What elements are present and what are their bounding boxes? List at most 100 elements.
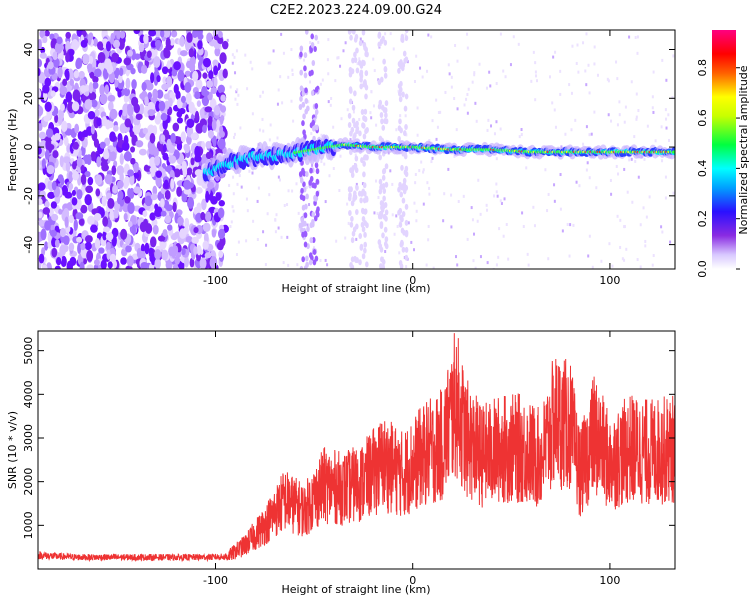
spectrogram-cell [87, 215, 95, 225]
spectrogram-cell [213, 65, 219, 76]
spectrogram-cell [157, 235, 166, 242]
spectrogram-cell [129, 131, 135, 138]
spectrogram-cell [373, 69, 376, 73]
spectrogram-cell [572, 223, 575, 227]
spectrogram-cell [109, 108, 118, 120]
spectrogram-cell [338, 189, 341, 193]
spectrogram-cell [145, 223, 153, 234]
spectrogram-cell [94, 238, 101, 250]
snr-ticks: -100 0 100 1000 2000 3000 4000 5000 [22, 331, 675, 587]
spectrogram-cell [430, 35, 433, 39]
spectrogram-cell [86, 264, 94, 269]
spectrogram-cell [391, 213, 394, 217]
spectrogram-cell [177, 216, 184, 226]
spectrogram-cell [216, 242, 224, 251]
spectrogram-cell [80, 39, 88, 48]
spectrogram-frame [37, 29, 676, 270]
spectrogram-cell [314, 162, 319, 169]
spectrogram-cell [486, 261, 489, 265]
spectrogram-cell [633, 135, 636, 139]
spectrogram-cell [450, 193, 453, 197]
spectrogram-cell [607, 113, 610, 117]
spectrogram-cell [156, 75, 161, 83]
spectrogram-cell [131, 79, 137, 90]
spectrogram-cell [606, 77, 609, 81]
spectrogram-cell [347, 221, 350, 225]
spectrogram-cell [202, 124, 207, 134]
spectrogram-cell [378, 99, 383, 106]
spectrogram-cell [303, 58, 306, 62]
spectrogram-cell [311, 211, 316, 218]
spectrogram-cell [121, 141, 130, 152]
spectrogram-cell [359, 37, 362, 41]
spectrogram-cell [259, 94, 262, 98]
spectrogram-cell [213, 105, 221, 116]
spectrogram-cell [450, 225, 453, 229]
spectrogram-cell [616, 123, 619, 127]
spectrogram-cell [185, 236, 193, 243]
spectrogram-cell [235, 252, 238, 256]
spectrogram-cell [578, 184, 581, 188]
spectrogram-cell [127, 187, 132, 198]
spectrogram-cell [299, 69, 303, 76]
spectrogram-cell [672, 191, 675, 195]
spectrogram-cell [299, 177, 304, 184]
spectrogram-cell [404, 93, 409, 100]
spectrogram-cell [162, 152, 169, 161]
spectrogram-cell [147, 101, 155, 112]
spectrogram-cell [139, 92, 146, 100]
spectrogram-cell [559, 207, 562, 211]
spectrogram-cell [379, 246, 384, 253]
spectrogram-cell [73, 70, 80, 79]
spectrogram-cell [150, 72, 155, 84]
spectrogram-cell [290, 47, 293, 51]
spectrogram-cell [456, 107, 459, 111]
spectrogram-cell [642, 206, 645, 210]
spectrogram-cell [630, 157, 633, 161]
spectrogram-cell [398, 221, 403, 228]
spectrogram-cell [187, 197, 195, 209]
spectrogram-cell [85, 235, 93, 243]
spectrogram-cell [667, 138, 670, 142]
spectrogram-cell [165, 37, 171, 49]
spectrogram-cell [92, 75, 99, 83]
spectrogram-cell [378, 135, 383, 142]
spectrogram-cell [495, 182, 498, 186]
spectrogram-cell [447, 63, 450, 67]
spectrogram-cell [291, 72, 294, 76]
spectrogram-cell [360, 108, 365, 115]
spectrogram-cell [389, 32, 392, 36]
spectrogram-cell [428, 186, 431, 190]
spectrogram-cell [427, 238, 430, 242]
spectrogram-cell [664, 196, 667, 200]
spectrogram-cell [489, 84, 492, 88]
spectrogram-cell [298, 222, 303, 229]
spectrogram-cell [384, 100, 389, 107]
spectrogram-cell [502, 69, 505, 73]
spectrogram-cell [587, 63, 590, 67]
spectrogram-cell [381, 232, 385, 239]
spectrogram-cell [471, 218, 474, 222]
spectrogram-cell [307, 100, 310, 104]
spectrogram-cell [52, 150, 59, 159]
spectrogram-cell [84, 171, 91, 178]
spectrogram-cell [48, 207, 54, 217]
spectrogram-cell [228, 183, 231, 187]
spectrogram-cell [465, 97, 468, 101]
spectrogram-cell [72, 170, 80, 181]
spectrogram-cell [209, 256, 218, 268]
spectrogram-cell [357, 190, 362, 197]
spectrogram-cell [403, 57, 407, 64]
spectrogram-cell [628, 158, 631, 162]
spectrogram-cell [265, 243, 268, 247]
spectrogram-cell [38, 67, 41, 77]
spectrogram-cell [327, 38, 330, 42]
spectrogram-cell [199, 257, 207, 269]
spectrogram-cell [414, 173, 417, 177]
spectrogram-cell [107, 198, 115, 209]
spectrogram-cell [105, 119, 111, 130]
spectrogram-cell [160, 198, 165, 208]
spectrogram-cell [146, 50, 152, 59]
spectrogram-cell [330, 96, 333, 100]
colorbar-tick-label: 0.0 [696, 260, 709, 278]
